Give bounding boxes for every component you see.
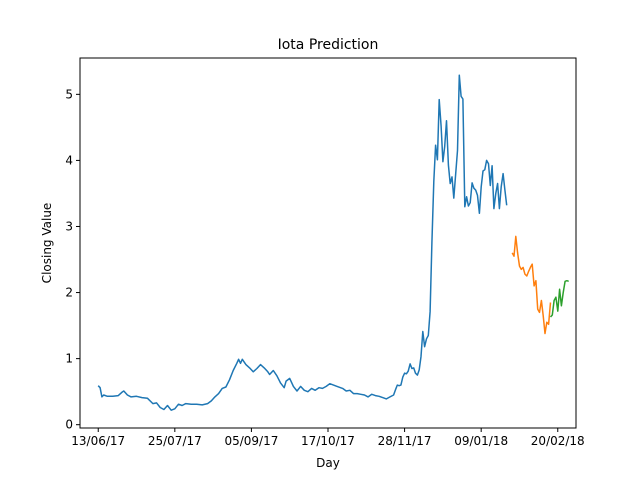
y-tick-label: 2 <box>65 286 73 300</box>
x-tick-label: 09/01/18 <box>454 434 508 448</box>
plot-frame <box>79 57 577 429</box>
series-line-3 <box>549 279 569 318</box>
x-tick-label: 17/10/17 <box>301 434 355 448</box>
series-layer <box>97 74 569 411</box>
x-tick-label: 05/09/17 <box>224 434 278 448</box>
chart-title: Iota Prediction <box>278 37 379 53</box>
x-tick-label: 28/11/17 <box>378 434 432 448</box>
y-tick-label: 0 <box>65 418 73 432</box>
series-line-1 <box>97 74 508 411</box>
x-tick-label: 13/06/17 <box>71 434 125 448</box>
series-line-2 <box>511 235 552 335</box>
y-tick-label: 1 <box>65 352 73 366</box>
tick-layer: 13/06/17 25/07/17 05/09/17 17/10/17 28/11/17… <box>65 87 584 448</box>
y-tick-label: 5 <box>65 87 73 101</box>
y-axis-label: Closing Value <box>40 203 54 284</box>
y-tick-label: 4 <box>65 153 73 167</box>
x-axis-label: Day <box>316 456 340 470</box>
x-tick-label: 25/07/17 <box>148 434 202 448</box>
y-tick-label: 3 <box>65 219 73 233</box>
x-tick-label: 20/02/18 <box>531 434 585 448</box>
